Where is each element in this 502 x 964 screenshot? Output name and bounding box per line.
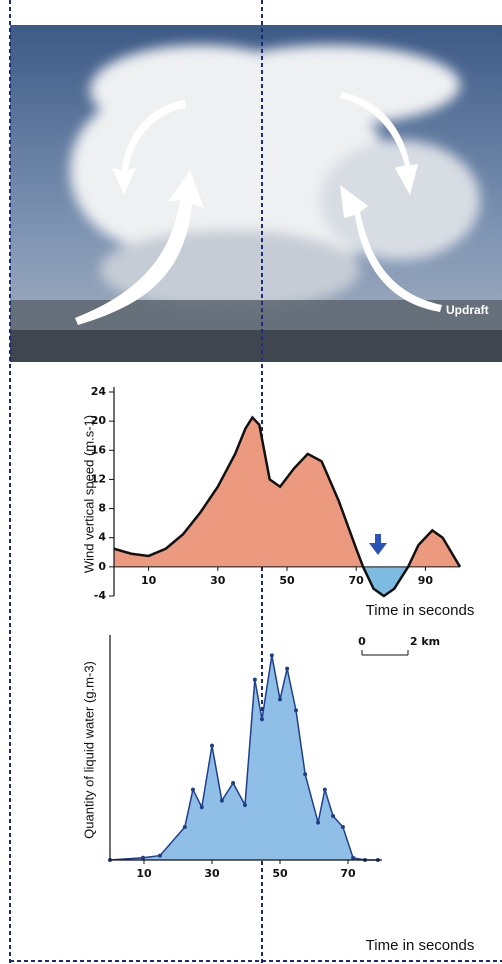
point xyxy=(253,678,257,682)
cloud-photo: Updraft xyxy=(10,25,502,362)
point xyxy=(200,805,204,809)
point xyxy=(210,744,214,748)
point xyxy=(183,825,187,829)
point xyxy=(191,788,195,792)
y-tick-label: 8 xyxy=(98,502,106,515)
x-axis-title: Time in seconds xyxy=(366,602,475,619)
x-axis-title: Time in seconds xyxy=(366,937,475,954)
point xyxy=(341,825,345,829)
y-tick-label: 0 xyxy=(98,560,106,573)
point xyxy=(158,854,162,858)
y-tick-label: 24 xyxy=(91,385,107,398)
x-tick-label: 10 xyxy=(136,867,152,880)
figure: Updraft -4048121620241030507090Wind vert… xyxy=(0,0,502,964)
y-axis-title: Quantity of liquid water (g.m-3) xyxy=(81,661,96,839)
point xyxy=(351,856,355,860)
point xyxy=(303,772,307,776)
photo-label: Updraft xyxy=(446,303,489,317)
point xyxy=(323,788,327,792)
point xyxy=(331,814,335,818)
point xyxy=(260,717,264,721)
point xyxy=(294,708,298,712)
y-tick-label: -4 xyxy=(94,589,107,602)
point xyxy=(220,799,224,803)
point xyxy=(278,697,282,701)
y-axis-title: Wind vertical speed (m.s-1) xyxy=(81,415,96,573)
x-tick-label: 70 xyxy=(349,574,365,587)
x-tick-label: 50 xyxy=(272,867,288,880)
x-tick-label: 30 xyxy=(210,574,226,587)
point xyxy=(243,803,247,807)
scale-label: 0 xyxy=(358,635,366,648)
downdraft-arrow xyxy=(369,534,387,555)
x-tick-label: 10 xyxy=(141,574,157,587)
x-tick-label: 90 xyxy=(418,574,434,587)
x-tick-label: 50 xyxy=(279,574,295,587)
y-tick-label: 4 xyxy=(98,531,106,544)
point xyxy=(316,821,320,825)
x-tick-label: 30 xyxy=(204,867,220,880)
point xyxy=(270,653,274,657)
x-tick-label: 70 xyxy=(340,867,356,880)
area xyxy=(110,655,378,860)
point xyxy=(285,667,289,671)
scale-label: 2 km xyxy=(410,635,440,648)
point xyxy=(141,856,145,860)
point xyxy=(231,781,235,785)
